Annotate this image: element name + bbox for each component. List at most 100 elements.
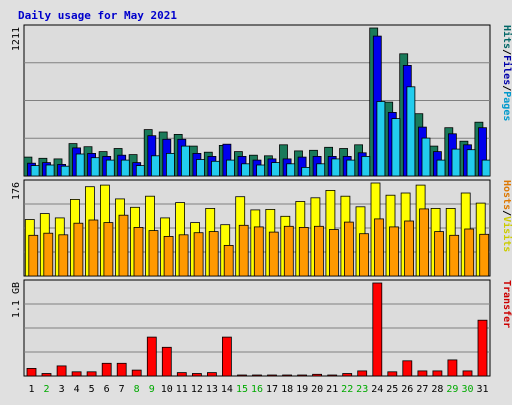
legend-traffic: Hits/Files/Pages xyxy=(501,25,512,121)
day-label-11: 11 xyxy=(176,384,188,395)
bar-visitors-hosts-14 xyxy=(223,244,234,277)
bar-visitors-hosts-23 xyxy=(359,233,369,277)
day-label-5: 5 xyxy=(89,384,95,395)
day-label-1: 1 xyxy=(28,384,34,395)
day-label-22: 22 xyxy=(341,384,353,395)
bar-transfer-transfer-10 xyxy=(161,346,172,377)
bar-visitors-hosts-13 xyxy=(208,231,219,277)
day-label-14: 14 xyxy=(221,384,233,395)
day-label-3: 3 xyxy=(59,384,65,395)
day-label-27: 27 xyxy=(416,384,428,395)
legend-item-traffic-4: Pages xyxy=(501,91,512,121)
max-label-transfer: 1.1 GB xyxy=(11,282,22,318)
bar-traffic-pages-27 xyxy=(421,137,431,177)
bar-transfer-transfer-23 xyxy=(357,370,368,377)
bar-traffic-pages-9 xyxy=(150,155,160,177)
bar-traffic-pages-5 xyxy=(90,157,100,177)
bar-traffic-pages-12 xyxy=(196,159,205,177)
bar-traffic-pages-24 xyxy=(376,101,386,177)
bar-transfer-transfer-17 xyxy=(267,374,277,377)
bar-traffic-pages-29 xyxy=(451,148,461,177)
day-label-10: 10 xyxy=(161,384,173,395)
bar-visitors-hosts-4 xyxy=(73,222,84,277)
bar-transfer-transfer-13 xyxy=(206,372,217,377)
max-label-visitors: 176 xyxy=(11,182,22,200)
day-label-6: 6 xyxy=(104,384,110,395)
legend-item-transfer-0: Transfer xyxy=(501,280,512,328)
bar-transfer-transfer-19 xyxy=(297,374,308,377)
bar-transfer-transfer-18 xyxy=(282,374,293,377)
bar-traffic-pages-6 xyxy=(105,159,115,177)
bar-traffic-pages-30 xyxy=(466,149,476,177)
bar-transfer-transfer-21 xyxy=(327,374,338,377)
bar-visitors-hosts-3 xyxy=(58,234,69,277)
bar-transfer-transfer-9 xyxy=(146,336,157,377)
day-label-13: 13 xyxy=(206,384,218,395)
bar-visitors-hosts-7 xyxy=(118,214,129,277)
legend-item-visitors-1: / xyxy=(501,210,512,216)
bar-traffic-pages-22 xyxy=(346,159,356,177)
bar-transfer-transfer-29 xyxy=(447,359,458,377)
bar-transfer-transfer-20 xyxy=(312,373,323,377)
bar-traffic-pages-31 xyxy=(481,159,491,177)
bar-visitors-hosts-8 xyxy=(133,226,144,277)
legend-item-traffic-3: / xyxy=(501,85,512,91)
day-label-7: 7 xyxy=(119,384,125,395)
day-label-23: 23 xyxy=(356,384,368,395)
bar-traffic-pages-10 xyxy=(165,152,175,177)
bar-visitors-hosts-2 xyxy=(43,232,54,277)
day-label-4: 4 xyxy=(74,384,80,395)
legend-item-traffic-2: Files xyxy=(501,55,512,85)
bar-transfer-transfer-27 xyxy=(417,370,428,377)
bar-transfer-transfer-28 xyxy=(432,370,443,377)
bar-traffic-pages-21 xyxy=(331,158,341,177)
bar-visitors-hosts-1 xyxy=(28,234,39,277)
day-label-16: 16 xyxy=(251,384,263,395)
day-label-12: 12 xyxy=(191,384,203,395)
bar-visitors-hosts-5 xyxy=(88,219,99,277)
bar-transfer-transfer-25 xyxy=(387,371,398,377)
bar-transfer-transfer-8 xyxy=(131,369,142,377)
bar-transfer-transfer-1 xyxy=(26,367,37,377)
bar-transfer-transfer-6 xyxy=(101,362,112,377)
bar-traffic-pages-11 xyxy=(180,145,190,177)
bar-transfer-transfer-14 xyxy=(221,336,232,377)
day-label-18: 18 xyxy=(281,384,293,395)
bar-visitors-hosts-9 xyxy=(148,230,159,277)
bar-traffic-pages-20 xyxy=(316,163,326,177)
bar-visitors-hosts-6 xyxy=(103,222,114,277)
bar-traffic-pages-8 xyxy=(135,165,145,177)
bar-visitors-hosts-21 xyxy=(328,229,339,277)
bar-traffic-pages-1 xyxy=(30,165,40,177)
max-label-traffic: 1211 xyxy=(11,27,22,51)
bar-visitors-hosts-30 xyxy=(464,228,475,277)
legend-transfer: Transfer xyxy=(501,280,512,328)
day-label-2: 2 xyxy=(43,384,49,395)
bar-transfer-transfer-12 xyxy=(191,373,202,377)
bar-traffic-pages-3 xyxy=(60,165,70,177)
bar-visitors-hosts-16 xyxy=(253,226,264,277)
bar-visitors-hosts-26 xyxy=(404,220,415,277)
chart-title: Daily usage for May 2021 xyxy=(18,9,177,22)
day-label-30: 30 xyxy=(461,384,473,395)
day-label-25: 25 xyxy=(386,384,398,395)
bar-visitors-hosts-20 xyxy=(313,225,324,277)
bar-transfer-transfer-26 xyxy=(402,360,413,377)
day-label-19: 19 xyxy=(296,384,308,395)
bar-transfer-transfer-30 xyxy=(462,370,473,377)
day-label-8: 8 xyxy=(134,384,140,395)
day-label-26: 26 xyxy=(401,384,413,395)
legend-item-traffic-1: / xyxy=(501,49,512,55)
bar-traffic-pages-13 xyxy=(211,160,220,177)
bar-traffic-pages-23 xyxy=(361,155,371,177)
bar-traffic-pages-16 xyxy=(256,164,266,177)
bar-transfer-transfer-15 xyxy=(237,374,247,377)
day-label-17: 17 xyxy=(266,384,278,395)
bar-transfer-transfer-7 xyxy=(116,362,127,377)
bar-visitors-hosts-11 xyxy=(178,234,189,277)
bar-transfer-transfer-16 xyxy=(252,374,262,377)
bar-transfer-transfer-24 xyxy=(372,282,383,377)
legend-item-visitors-0: Hosts xyxy=(501,180,512,210)
